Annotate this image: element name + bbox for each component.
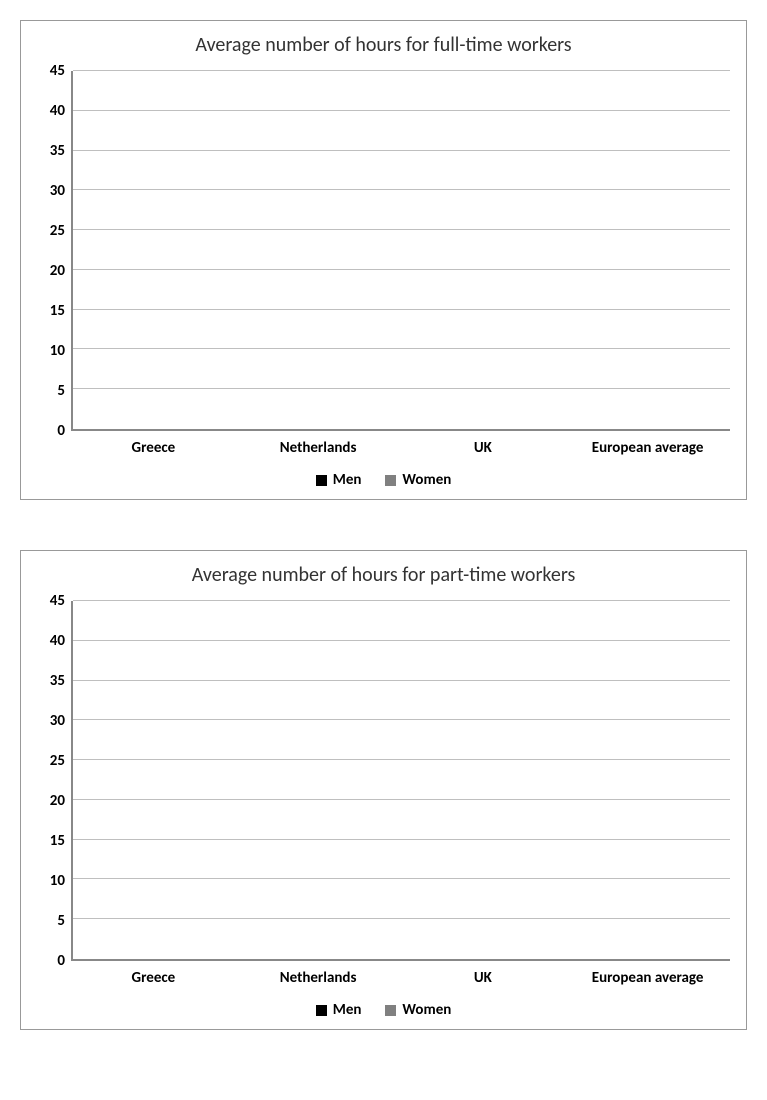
y-tick-label: 35 — [50, 672, 65, 690]
x-label: European average — [575, 439, 720, 457]
bars-layer — [73, 71, 730, 429]
legend: Men Women — [37, 471, 730, 489]
legend-label: Men — [333, 1001, 362, 1019]
x-label: UK — [410, 439, 555, 457]
y-tick-label: 5 — [57, 382, 65, 400]
legend-swatch — [385, 475, 396, 486]
y-tick-label: 10 — [50, 872, 65, 890]
legend-item: Men — [316, 471, 362, 489]
y-tick-label: 40 — [50, 632, 65, 650]
y-axis: 051015202530354045 — [37, 71, 71, 431]
chart-container-0: Average number of hours for full-time wo… — [20, 20, 747, 500]
y-tick-label: 20 — [50, 792, 65, 810]
y-tick-label: 25 — [50, 752, 65, 770]
chart-container-1: Average number of hours for part-time wo… — [20, 550, 747, 1030]
y-tick-label: 10 — [50, 342, 65, 360]
y-axis: 051015202530354045 — [37, 601, 71, 961]
legend-label: Women — [402, 471, 451, 489]
y-tick-label: 15 — [50, 302, 65, 320]
y-tick-label: 0 — [57, 422, 65, 440]
legend-item: Men — [316, 1001, 362, 1019]
legend-label: Women — [402, 1001, 451, 1019]
x-label: UK — [410, 969, 555, 987]
grid-area — [71, 71, 730, 431]
x-label: Netherlands — [246, 439, 391, 457]
x-label: Greece — [81, 439, 226, 457]
bars-layer — [73, 601, 730, 959]
x-axis-labels: Greece Netherlands UK European average — [71, 969, 730, 987]
legend: Men Women — [37, 1001, 730, 1019]
y-tick-label: 45 — [50, 592, 65, 610]
y-tick-label: 45 — [50, 62, 65, 80]
legend-label: Men — [333, 471, 362, 489]
grid-area — [71, 601, 730, 961]
x-axis-labels: Greece Netherlands UK European average — [71, 439, 730, 457]
legend-item: Women — [385, 471, 451, 489]
legend-swatch — [385, 1005, 396, 1016]
chart-title: Average number of hours for part-time wo… — [37, 563, 730, 587]
y-tick-label: 30 — [50, 182, 65, 200]
y-tick-label: 30 — [50, 712, 65, 730]
legend-swatch — [316, 475, 327, 486]
x-label: European average — [575, 969, 720, 987]
plot-area: 051015202530354045 — [37, 71, 730, 431]
y-tick-label: 20 — [50, 262, 65, 280]
y-tick-label: 40 — [50, 102, 65, 120]
legend-item: Women — [385, 1001, 451, 1019]
y-tick-label: 15 — [50, 832, 65, 850]
x-label: Greece — [81, 969, 226, 987]
chart-title: Average number of hours for full-time wo… — [37, 33, 730, 57]
y-tick-label: 5 — [57, 912, 65, 930]
x-label: Netherlands — [246, 969, 391, 987]
y-tick-label: 0 — [57, 952, 65, 970]
y-tick-label: 35 — [50, 142, 65, 160]
plot-area: 051015202530354045 — [37, 601, 730, 961]
y-tick-label: 25 — [50, 222, 65, 240]
legend-swatch — [316, 1005, 327, 1016]
